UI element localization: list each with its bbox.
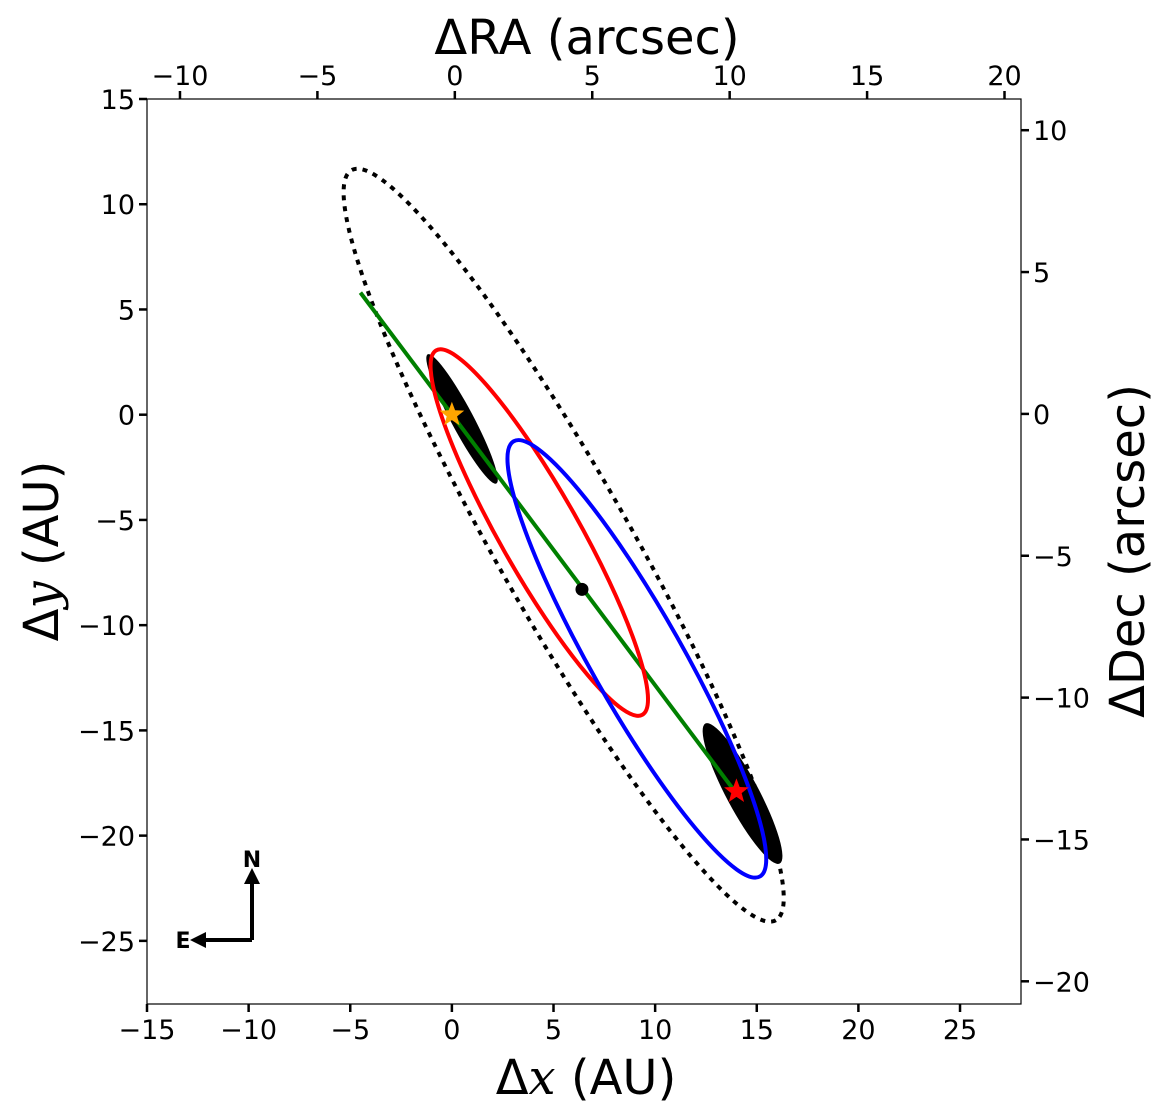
y-tick-label: 5: [118, 295, 135, 326]
center-point: [575, 582, 589, 596]
x-tick-label: −5: [330, 1015, 370, 1046]
right-tick-label: 10: [1033, 116, 1067, 147]
outer-orbit: [341, 166, 786, 924]
y-tick-label: 15: [101, 85, 135, 116]
right-tick-label: −15: [1033, 825, 1090, 856]
x-tick-label: 10: [638, 1015, 672, 1046]
blue-orbit: [505, 438, 769, 880]
secondary-cloud: [702, 723, 783, 864]
top-tick-label: 10: [712, 61, 746, 92]
axes: −15 −10 −5 0 5 10 15 20 25 −25 −20 −15 −10 −5 0 5 10 15 −1…: [78, 61, 1090, 1046]
y-tick-label: −10: [78, 611, 135, 642]
y-tick-label: −20: [78, 822, 135, 853]
top-tick-label: −5: [297, 61, 337, 92]
plot-content: [341, 166, 786, 924]
line-of-nodes: [358, 291, 739, 795]
top-tick-label: 0: [446, 61, 463, 92]
x-tick-label: 0: [443, 1015, 460, 1046]
secondary-star-marker: [724, 778, 749, 802]
y-tick-label: 0: [118, 401, 135, 432]
right-tick-label: 5: [1033, 258, 1050, 289]
right-tick-label: −5: [1033, 542, 1073, 573]
top-tick-label: 5: [584, 61, 601, 92]
y-axis-title: Δy (AU): [14, 461, 70, 642]
top-tick-label: 20: [987, 61, 1021, 92]
east-label: E: [175, 929, 190, 954]
x-tick-label: −10: [220, 1015, 277, 1046]
red-orbit: [428, 347, 650, 718]
x-tick-label: 5: [545, 1015, 562, 1046]
right-tick-label: 0: [1033, 400, 1050, 431]
top-tick-label: 15: [850, 61, 884, 92]
top-axis-title: ΔRA (arcsec): [434, 10, 739, 66]
compass: N E: [175, 848, 261, 954]
plot-frame: [146, 98, 1022, 1005]
y-tick-label: −5: [95, 506, 135, 537]
right-tick-label: −20: [1033, 967, 1090, 998]
x-axis-title: Δx (AU): [496, 1050, 677, 1105]
y-tick-label: −15: [78, 716, 135, 747]
x-tick-label: 15: [740, 1015, 774, 1046]
primary-star-marker: [439, 401, 465, 426]
right-axis-title: ΔDec (arcsec): [1100, 384, 1156, 718]
top-tick-label: −10: [151, 61, 208, 92]
x-tick-label: −15: [119, 1015, 176, 1046]
y-tick-label: −25: [78, 927, 135, 958]
x-tick-label: 20: [841, 1015, 875, 1046]
north-label: N: [243, 848, 261, 873]
right-tick-label: −10: [1033, 684, 1090, 715]
x-tick-label: 25: [943, 1015, 977, 1046]
y-tick-label: 10: [101, 190, 135, 221]
